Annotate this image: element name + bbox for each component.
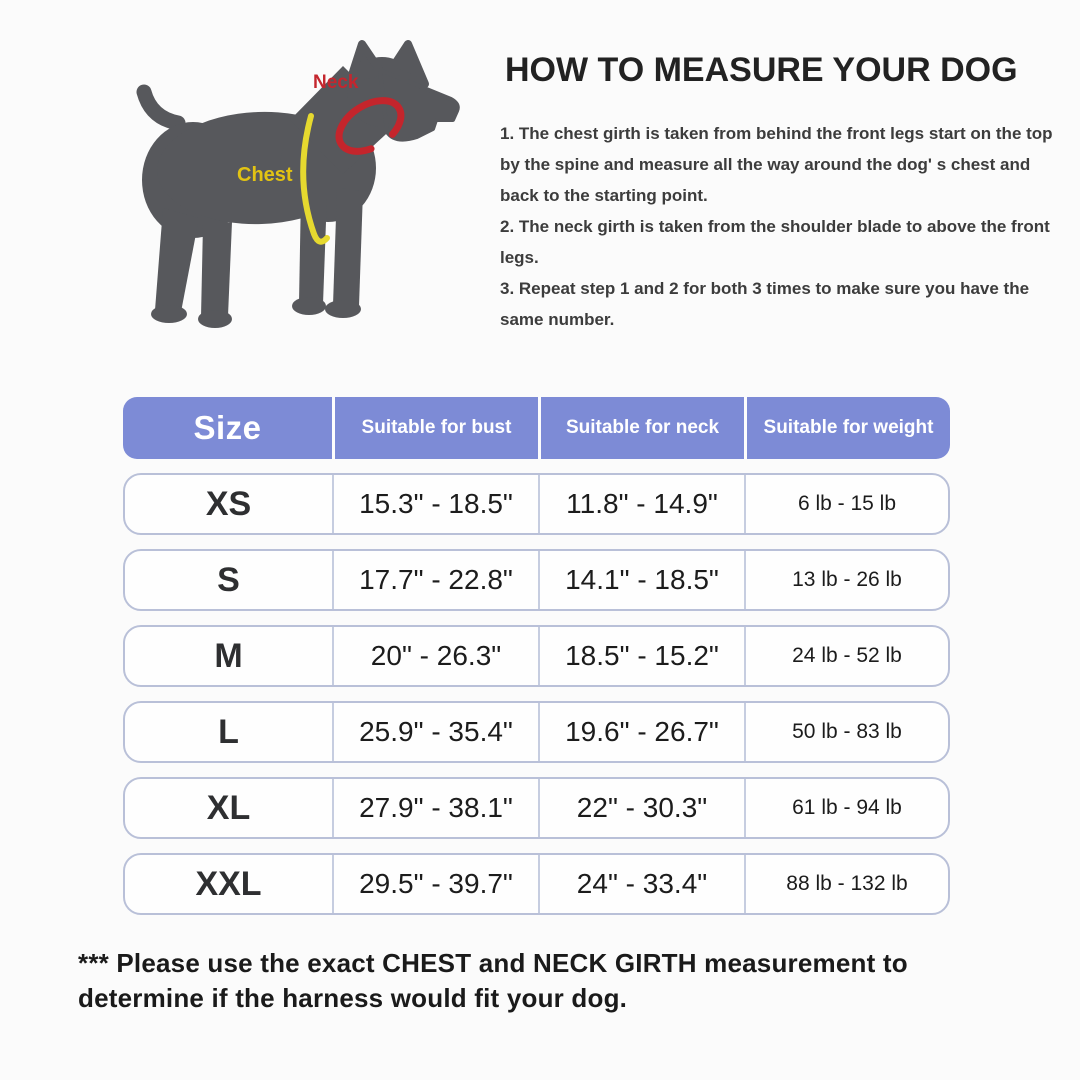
dog-rear-leg-front bbox=[201, 222, 232, 317]
header-size: Size bbox=[193, 409, 262, 446]
instruction-step-3: 3. Repeat step 1 and 2 for both 3 times … bbox=[500, 279, 1030, 329]
dog-ear-left bbox=[347, 40, 385, 82]
cell-bust: 25.9" - 35.4" bbox=[332, 703, 538, 761]
dog-ear-right bbox=[387, 40, 429, 88]
dog-rear-leg-back bbox=[155, 208, 199, 312]
neck-girth-ring bbox=[335, 97, 405, 155]
dog-measurement-diagram: Neck Chest bbox=[85, 20, 475, 355]
cell-size: XL bbox=[206, 788, 251, 827]
dog-front-paw-front bbox=[325, 300, 361, 318]
cell-size: XS bbox=[205, 484, 252, 523]
cell-size: S bbox=[217, 560, 240, 599]
measuring-instructions: 1. The chest girth is taken from behind … bbox=[500, 118, 1060, 335]
table-row-m: M 20" - 26.3" 18.5" - 15.2" 24 lb - 52 l… bbox=[123, 625, 950, 687]
table-row-xs: XS 15.3" - 18.5" 11.8" - 14.9" 6 lb - 15… bbox=[123, 473, 950, 535]
cell-neck: 14.1" - 18.5" bbox=[538, 551, 744, 609]
cell-neck: 24" - 33.4" bbox=[538, 855, 744, 913]
dog-front-paw-back bbox=[292, 297, 326, 315]
dog-front-leg-front bbox=[333, 188, 363, 306]
cell-bust: 27.9" - 38.1" bbox=[332, 779, 538, 837]
dog-rear-paw-back bbox=[151, 305, 187, 323]
header-suitable-weight: Suitable for weight bbox=[744, 397, 950, 459]
page-title: HOW TO MEASURE YOUR DOG bbox=[505, 51, 1018, 89]
chest-girth-line bbox=[300, 113, 330, 245]
dog-tail bbox=[136, 84, 186, 131]
cell-size: M bbox=[214, 636, 243, 675]
cell-weight: 61 lb - 94 lb bbox=[744, 779, 948, 837]
cell-weight: 13 lb - 26 lb bbox=[744, 551, 948, 609]
table-row-s: S 17.7" - 22.8" 14.1" - 18.5" 13 lb - 26… bbox=[123, 549, 950, 611]
size-chart-header-row: Size Suitable for bust Suitable for neck… bbox=[123, 397, 950, 459]
cell-bust: 15.3" - 18.5" bbox=[332, 475, 538, 533]
dog-front-leg-back bbox=[299, 192, 327, 304]
footer-note: *** Please use the exact CHEST and NECK … bbox=[78, 948, 908, 1013]
dog-rear-paw-front bbox=[198, 310, 232, 328]
chest-label: Chest bbox=[237, 164, 293, 186]
cell-weight: 24 lb - 52 lb bbox=[744, 627, 948, 685]
cell-size: L bbox=[218, 712, 239, 751]
table-row-xl: XL 27.9" - 38.1" 22" - 30.3" 61 lb - 94 … bbox=[123, 777, 950, 839]
instruction-step-2: 2. The neck girth is taken from the shou… bbox=[500, 217, 1050, 267]
header-suitable-bust: Suitable for bust bbox=[332, 397, 538, 459]
cell-weight: 88 lb - 132 lb bbox=[744, 855, 948, 913]
cell-bust: 20" - 26.3" bbox=[332, 627, 538, 685]
neck-label: Neck bbox=[313, 72, 359, 93]
cell-neck: 22" - 30.3" bbox=[538, 779, 744, 837]
cell-bust: 29.5" - 39.7" bbox=[332, 855, 538, 913]
cell-bust: 17.7" - 22.8" bbox=[332, 551, 538, 609]
cell-neck: 18.5" - 15.2" bbox=[538, 627, 744, 685]
table-row-l: L 25.9" - 35.4" 19.6" - 26.7" 50 lb - 83… bbox=[123, 701, 950, 763]
cell-neck: 19.6" - 26.7" bbox=[538, 703, 744, 761]
cell-size: XXL bbox=[195, 864, 262, 903]
dog-silhouette-illustration bbox=[136, 40, 460, 328]
header-suitable-neck: Suitable for neck bbox=[538, 397, 744, 459]
cell-weight: 50 lb - 83 lb bbox=[744, 703, 948, 761]
cell-weight: 6 lb - 15 lb bbox=[744, 475, 948, 533]
instruction-step-1: 1. The chest girth is taken from behind … bbox=[500, 124, 1053, 205]
cell-neck: 11.8" - 14.9" bbox=[538, 475, 744, 533]
table-row-xxl: XXL 29.5" - 39.7" 24" - 33.4" 88 lb - 13… bbox=[123, 853, 950, 915]
size-chart-table: Size Suitable for bust Suitable for neck… bbox=[123, 397, 950, 915]
